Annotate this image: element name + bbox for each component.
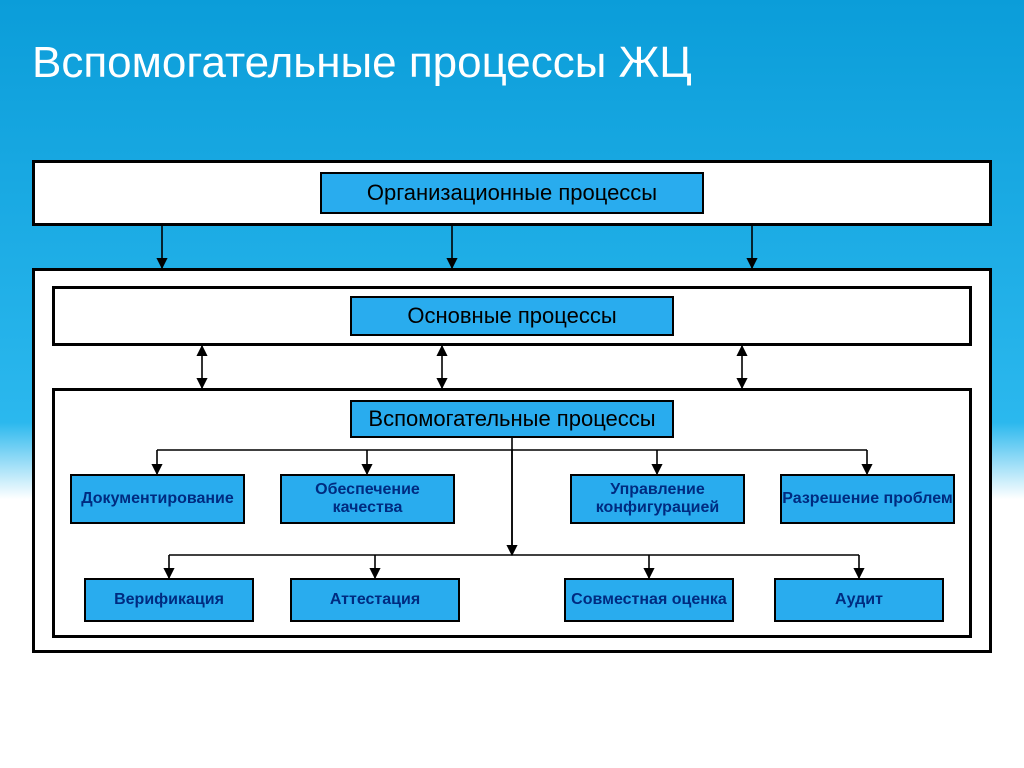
box-core: Основные процессы bbox=[350, 296, 674, 336]
box-attestation: Аттестация bbox=[290, 578, 460, 622]
diagram-canvas: Организационные процессы Основные процес… bbox=[0, 0, 1024, 768]
box-organizational: Организационные процессы bbox=[320, 172, 704, 214]
box-joint-review: Совместная оценка bbox=[564, 578, 734, 622]
box-verification: Верификация bbox=[84, 578, 254, 622]
box-problem-resolution: Разрешение проблем bbox=[780, 474, 955, 524]
box-documentation: Документирование bbox=[70, 474, 245, 524]
box-config-management: Управление конфигурацией bbox=[570, 474, 745, 524]
box-auxiliary: Вспомогательные процессы bbox=[350, 400, 674, 438]
box-quality-assurance: Обеспечение качества bbox=[280, 474, 455, 524]
box-audit: Аудит bbox=[774, 578, 944, 622]
